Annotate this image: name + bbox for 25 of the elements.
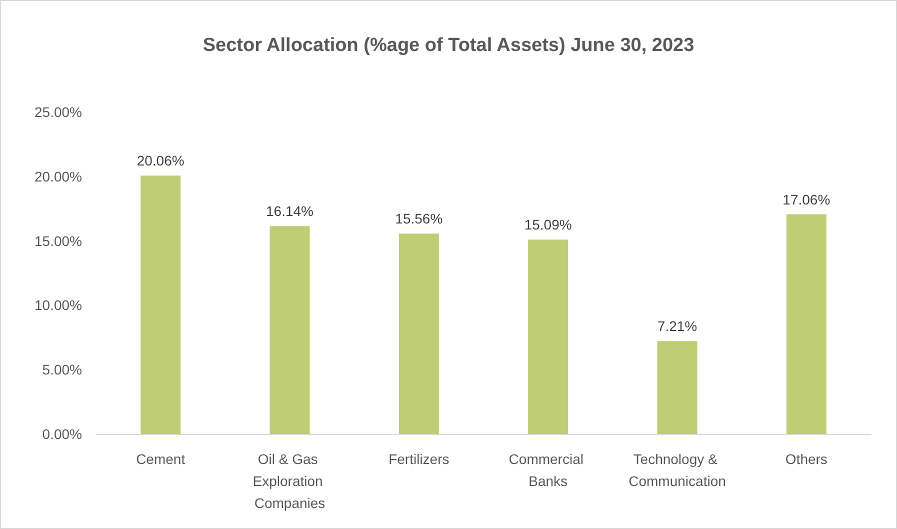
bar xyxy=(657,341,698,434)
bar xyxy=(528,240,568,434)
x-tick-label: Cement xyxy=(136,451,186,467)
x-tick-label: Others xyxy=(785,451,828,467)
y-tick-label: 15.00% xyxy=(34,232,82,249)
x-tick-label: Oil & Gas Exploration Companies xyxy=(252,451,327,511)
data-label: 15.09% xyxy=(524,216,572,233)
data-label: 16.14% xyxy=(266,203,314,220)
y-tick-label: 25.00% xyxy=(34,104,82,120)
x-tick-label: Technology & Communication xyxy=(628,451,726,489)
y-tick-label: 5.00% xyxy=(42,362,82,378)
data-label: 20.06% xyxy=(136,152,184,169)
chart-title: Sector Allocation (%age of Total Assets) June 30, 2023 xyxy=(202,35,694,56)
y-tick-label: 10.00% xyxy=(34,297,82,314)
bar xyxy=(398,234,439,434)
data-label: 15.56% xyxy=(395,210,443,227)
x-tick-label: Commercial Banks xyxy=(508,451,588,489)
x-tick-label: Fertilizers xyxy=(388,451,450,467)
y-tick-label: 20.00% xyxy=(34,168,82,184)
bar xyxy=(270,226,310,434)
y-tick-label: 0.00% xyxy=(42,426,82,442)
data-label: 7.21% xyxy=(657,318,698,334)
data-label: 17.06% xyxy=(782,191,830,208)
bar xyxy=(786,214,826,434)
bar xyxy=(140,176,181,434)
